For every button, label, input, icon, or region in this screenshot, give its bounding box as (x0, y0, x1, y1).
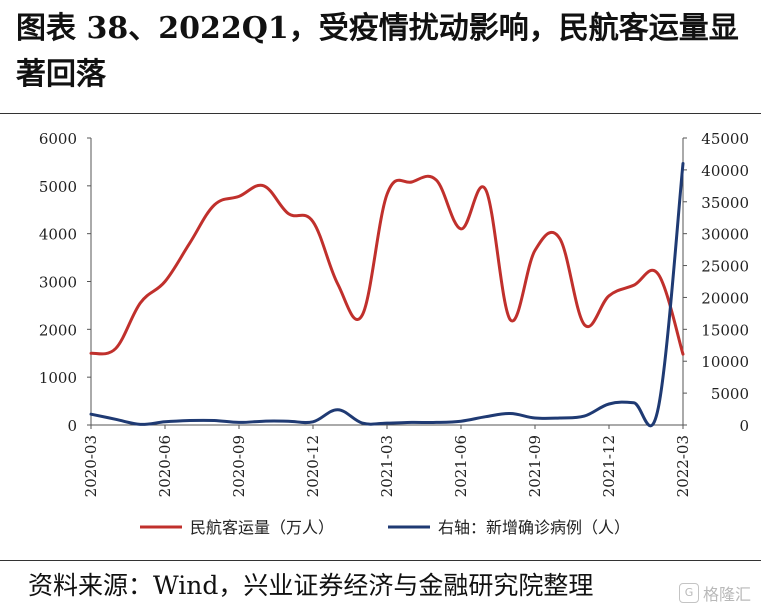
right-tick-label: 20000 (701, 289, 749, 307)
x-tick-label: 2021-06 (452, 435, 470, 497)
left-tick-label: 6000 (39, 130, 77, 148)
series-line-passenger-volume (89, 174, 685, 356)
left-axis-ticks: 0 1000 2000 3000 4000 5000 6000 (39, 130, 92, 435)
series-layer (89, 162, 685, 428)
right-tick-label: 30000 (701, 226, 749, 244)
watermark: G 格隆汇 (678, 581, 751, 605)
right-tick-label: 40000 (701, 162, 749, 180)
watermark-logo-icon: G (678, 583, 699, 603)
right-tick-label: 5000 (711, 385, 749, 403)
x-tick-label: 2022-03 (674, 435, 692, 497)
x-tick-label: 2020-12 (304, 435, 322, 497)
right-tick-label: 10000 (701, 353, 749, 371)
x-tick-label: 2020-09 (230, 435, 248, 497)
left-tick-label: 5000 (39, 178, 77, 196)
left-tick-label: 2000 (39, 321, 77, 339)
legend-label: 民航客运量（万人） (190, 518, 334, 537)
left-tick-label: 1000 (39, 369, 77, 387)
legend-label: 右轴：新增确诊病例（人） (438, 518, 630, 537)
top-rule (0, 113, 761, 114)
x-axis-ticks: 2020-03 2020-06 2020-09 2020-12 2021-03 2021-… (82, 424, 692, 497)
x-tick-label: 2020-03 (82, 435, 100, 497)
figure-title: 图表 38、2022Q1，受疫情扰动影响，民航客运量显著回落 (16, 11, 739, 92)
right-tick-label: 35000 (701, 194, 749, 212)
left-tick-label: 3000 (39, 274, 77, 292)
watermark-text: 格隆汇 (702, 585, 751, 604)
x-tick-label: 2021-12 (600, 435, 618, 497)
right-tick-label: 15000 (701, 321, 749, 339)
right-tick-label: 45000 (701, 130, 749, 148)
series-line-new-cases (89, 162, 685, 428)
legend: 民航客运量（万人） 右轴：新增确诊病例（人） (140, 518, 630, 537)
x-tick-label: 2020-06 (156, 435, 174, 497)
x-tick-label: 2021-09 (526, 435, 544, 497)
bottom-rule (0, 560, 761, 561)
right-tick-label: 25000 (701, 258, 749, 276)
line-chart: 0 1000 2000 3000 4000 5000 6000 0 5000 10000 1500… (39, 130, 749, 537)
source-note: 资料来源：Wind，兴业证券经济与金融研究院整理 (28, 571, 594, 600)
right-axis-ticks: 0 5000 10000 15000 20000 25000 30000 35000 40000… (682, 130, 749, 435)
left-tick-label: 0 (67, 417, 77, 435)
x-tick-label: 2021-03 (378, 435, 396, 497)
right-tick-label: 0 (739, 417, 749, 435)
left-tick-label: 4000 (39, 226, 77, 244)
